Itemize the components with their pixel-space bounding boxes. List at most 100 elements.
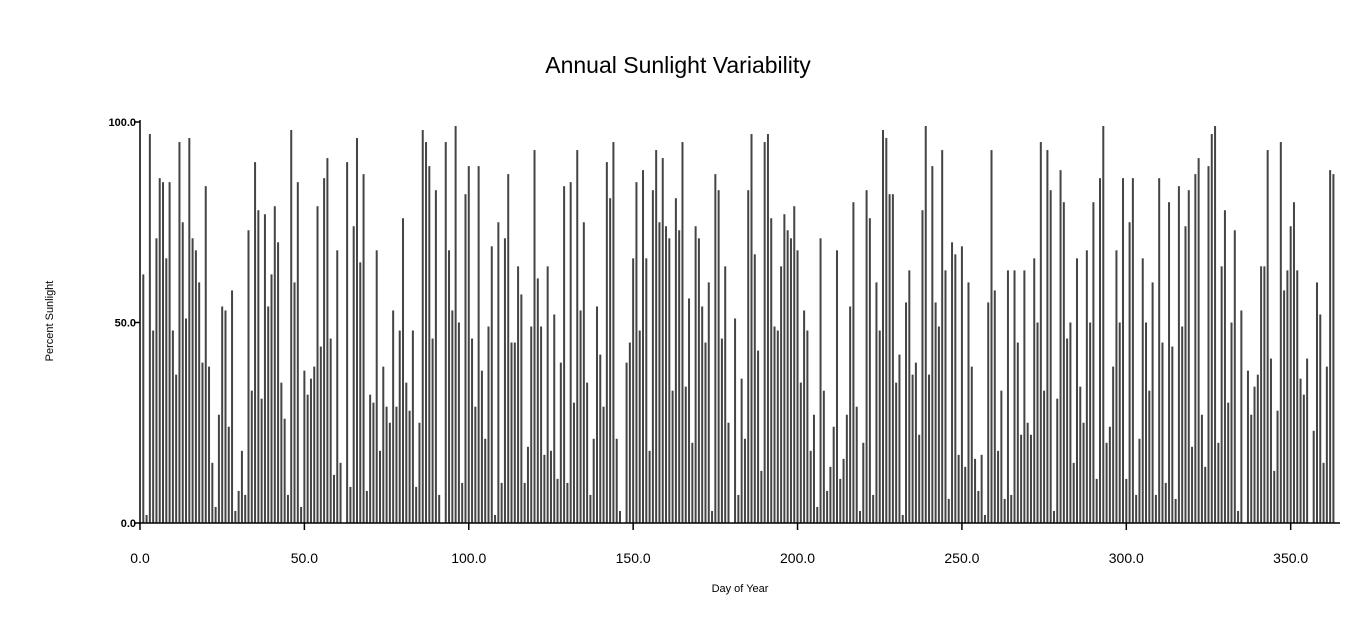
bar-day-46 — [290, 130, 293, 523]
bar-day-87 — [425, 142, 428, 524]
bar-day-344 — [1269, 358, 1272, 523]
bar-day-122 — [540, 326, 543, 523]
bar-day-231 — [898, 354, 901, 523]
bar-day-155 — [648, 450, 651, 523]
bar-day-106 — [487, 326, 490, 523]
bar-day-56 — [323, 178, 326, 523]
bar-day-157 — [655, 150, 658, 523]
bar-day-242 — [934, 302, 937, 523]
bar-day-174 — [711, 510, 714, 523]
bar-day-98 — [461, 482, 464, 523]
bar-day-282 — [1066, 338, 1069, 523]
y-ticks-group: 0.0 50.0 100.0 — [108, 117, 140, 530]
bar-day-152 — [638, 330, 641, 523]
bar-day-145 — [615, 438, 618, 523]
bar-day-269 — [1023, 270, 1026, 523]
bar-day-258 — [987, 302, 990, 523]
x-tick-label: 350.0 — [1273, 550, 1308, 566]
bar-day-27 — [227, 426, 230, 523]
bar-day-66 — [355, 138, 358, 524]
x-axis-label: Day of Year — [712, 583, 769, 595]
bar-day-202 — [803, 310, 806, 523]
bar-day-185 — [747, 190, 750, 524]
bar-day-324 — [1204, 466, 1207, 523]
bar-day-306 — [1145, 322, 1148, 523]
bar-day-353 — [1299, 378, 1302, 523]
bar-day-78 — [395, 406, 398, 523]
bar-day-55 — [319, 346, 322, 523]
bar-day-17 — [194, 250, 197, 523]
bar-day-23 — [214, 506, 217, 523]
bar-day-176 — [717, 190, 720, 524]
bar-day-288 — [1085, 250, 1088, 523]
bar-day-93 — [444, 142, 447, 524]
bar-day-328 — [1217, 442, 1220, 523]
bar-day-294 — [1105, 442, 1108, 523]
bar-day-197 — [786, 230, 789, 523]
bar-day-193 — [773, 326, 776, 523]
bar-day-320 — [1191, 446, 1194, 523]
bar-day-183 — [740, 378, 743, 523]
bar-day-275 — [1043, 390, 1046, 523]
bar-day-214 — [842, 458, 845, 523]
bar-day-63 — [346, 162, 349, 523]
bar-day-114 — [513, 342, 516, 523]
bar-day-260 — [993, 290, 996, 523]
bar-day-82 — [408, 410, 411, 523]
bar-day-89 — [431, 338, 434, 523]
bar-day-233 — [905, 302, 908, 523]
bar-day-342 — [1263, 266, 1266, 523]
bar-day-45 — [286, 494, 289, 523]
bar-day-266 — [1013, 270, 1016, 523]
bar-day-221 — [865, 190, 868, 524]
bar-day-201 — [799, 382, 802, 523]
bar-day-311 — [1161, 342, 1164, 523]
bar-day-100 — [467, 166, 470, 524]
bar-day-209 — [826, 490, 829, 523]
bar-day-196 — [783, 214, 786, 524]
bar-day-1 — [142, 274, 145, 523]
bar-day-293 — [1102, 126, 1105, 523]
bar-day-18 — [198, 282, 201, 523]
bar-day-130 — [566, 482, 569, 523]
bar-day-53 — [313, 366, 316, 523]
bar-day-148 — [625, 362, 628, 523]
bar-day-355 — [1306, 358, 1309, 523]
bar-day-103 — [477, 166, 480, 524]
bar-day-43 — [280, 382, 283, 523]
bar-day-131 — [569, 182, 572, 523]
bar-day-19 — [201, 362, 204, 523]
bar-day-232 — [901, 514, 904, 523]
bar-day-127 — [556, 478, 559, 523]
y-axis-label: Percent Sunlight — [44, 281, 56, 362]
bar-day-204 — [809, 450, 812, 523]
bar-day-54 — [316, 206, 319, 523]
y-tick-label: 50.0 — [115, 318, 136, 330]
bar-day-95 — [451, 310, 454, 523]
bar-day-99 — [464, 194, 467, 523]
bar-day-160 — [665, 226, 668, 523]
bar-day-327 — [1214, 126, 1217, 523]
bar-day-33 — [247, 230, 250, 523]
bar-day-343 — [1266, 150, 1269, 523]
bar-day-52 — [309, 378, 312, 523]
bar-day-32 — [244, 494, 247, 523]
bar-day-184 — [743, 438, 746, 523]
bar-day-79 — [398, 330, 401, 523]
bar-day-42 — [277, 242, 280, 524]
bar-day-144 — [612, 142, 615, 524]
bar-day-4 — [152, 330, 155, 523]
bar-day-90 — [434, 190, 437, 524]
bar-day-151 — [635, 182, 638, 523]
bar-day-220 — [862, 442, 865, 523]
bar-day-267 — [1016, 342, 1019, 523]
bar-day-26 — [224, 310, 227, 523]
bar-day-104 — [480, 370, 483, 523]
bar-day-247 — [951, 242, 954, 524]
bar-day-44 — [283, 418, 286, 523]
bar-day-230 — [895, 382, 898, 523]
bar-day-146 — [619, 510, 621, 523]
bar-day-325 — [1207, 166, 1210, 524]
bar-day-357 — [1312, 430, 1315, 523]
bar-day-251 — [964, 466, 967, 523]
